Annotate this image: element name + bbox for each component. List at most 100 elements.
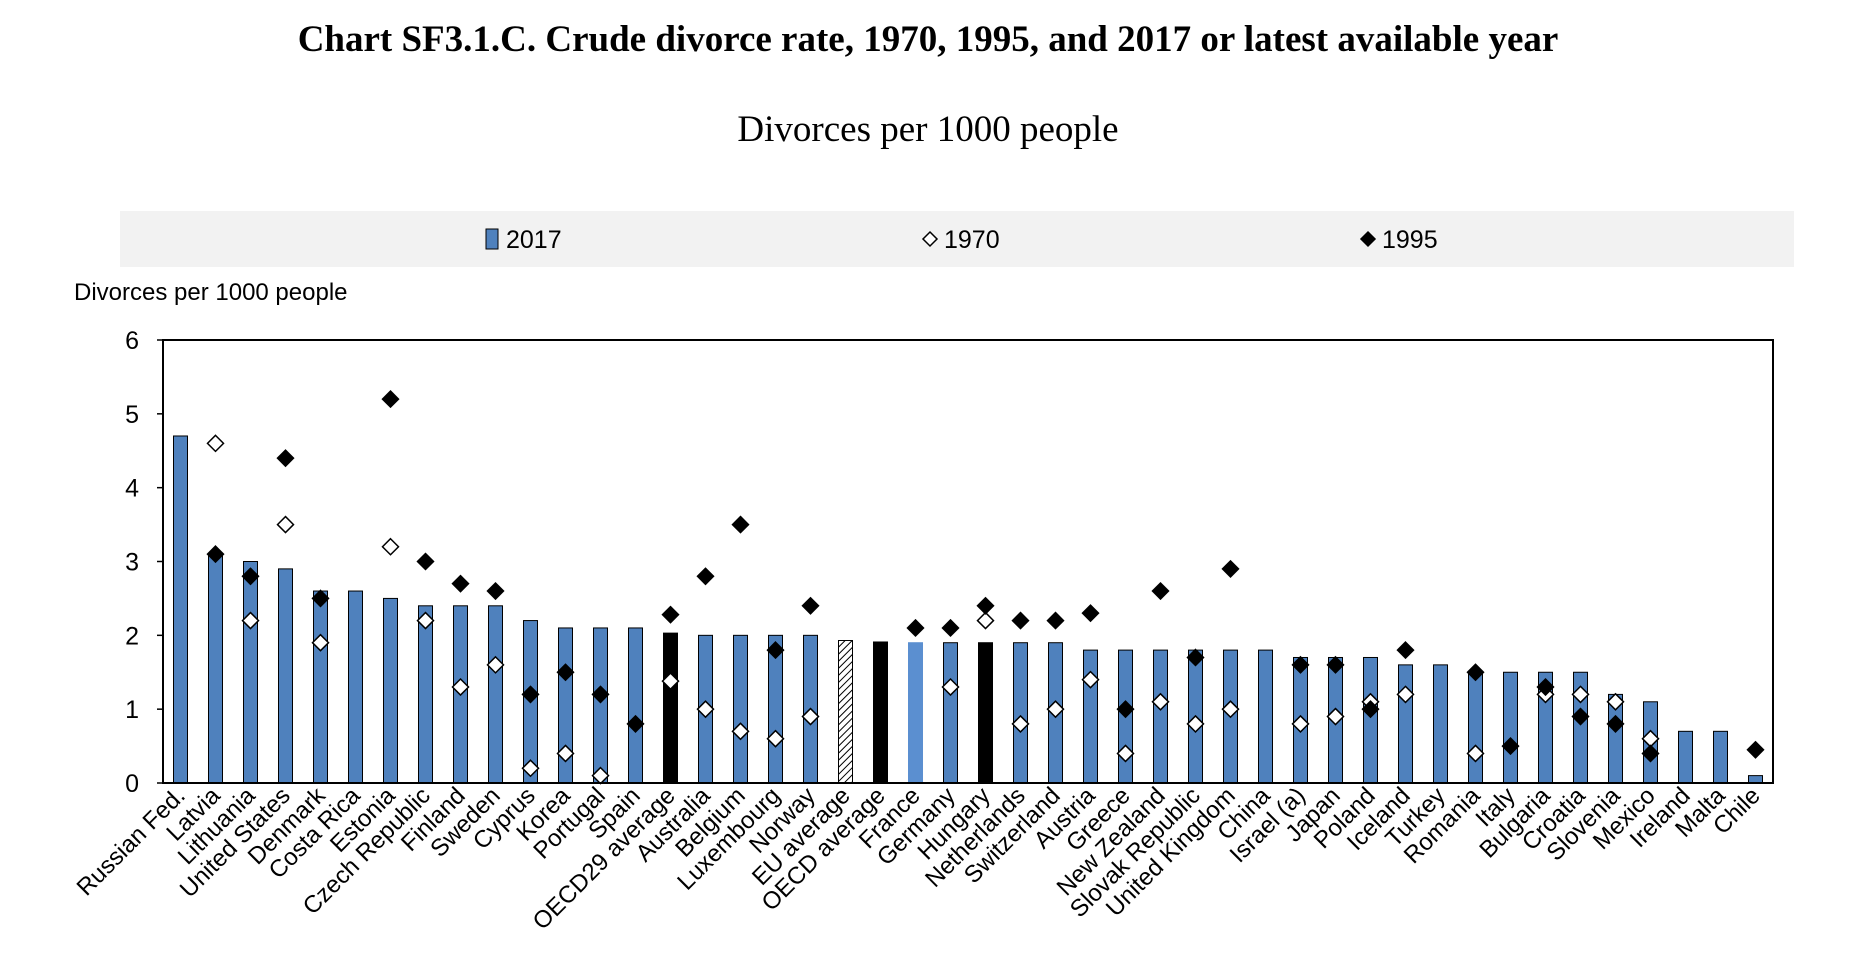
markers-1970 [206, 434, 1660, 785]
marker-1995 [731, 515, 750, 534]
marker-1970 [1011, 714, 1030, 733]
marker-1970 [451, 677, 470, 697]
bar [1363, 656, 1378, 784]
bar [1013, 642, 1028, 784]
bar [908, 642, 923, 784]
marker-1995 [696, 567, 715, 586]
marker-1970 [1116, 744, 1135, 763]
bar [208, 553, 223, 784]
marker-1995 [381, 390, 400, 409]
marker-1995 [486, 581, 505, 601]
marker-1970 [521, 759, 540, 778]
marker-1970 [381, 537, 400, 556]
marker-1995 [276, 449, 295, 468]
plot-area-frame [162, 339, 1774, 784]
marker-1995 [416, 552, 435, 571]
marker-1995 [1396, 641, 1415, 660]
marker-1970 [941, 677, 960, 697]
marker-1995 [311, 589, 330, 608]
bar [243, 561, 258, 784]
marker-1970 [276, 515, 295, 534]
marker-1995 [241, 567, 260, 586]
bar [278, 568, 293, 784]
marker-1995 [556, 663, 575, 682]
marker-1995 [1641, 744, 1660, 763]
bar [1398, 664, 1413, 784]
legend-background [120, 211, 1794, 267]
bar [1713, 730, 1728, 784]
y-tick-label: 3 [125, 549, 139, 577]
y-tick-label: 0 [125, 770, 139, 798]
y-tick-label: 1 [125, 696, 139, 724]
marker-1970 [241, 611, 260, 630]
marker-1970 [976, 611, 995, 630]
bar [418, 605, 433, 784]
marker-1995 [801, 596, 820, 615]
markers-1995 [206, 390, 1765, 763]
bar [173, 435, 188, 784]
marker-1970 [1186, 714, 1205, 733]
marker-1995 [206, 545, 225, 564]
marker-1995 [1326, 655, 1345, 674]
legend-label: 1995 [1382, 226, 1438, 254]
legend-bar-swatch [485, 228, 499, 250]
bar [1468, 671, 1483, 784]
marker-1970 [486, 655, 505, 674]
marker-1995 [521, 685, 540, 704]
marker-1995 [1151, 581, 1170, 601]
bar [1083, 649, 1098, 784]
legend-label: 1970 [944, 226, 1000, 254]
marker-1995 [1361, 700, 1380, 719]
marker-1995 [766, 641, 785, 660]
legend-filled-diamond-icon [1359, 230, 1377, 248]
marker-1995 [976, 596, 995, 615]
bar [488, 605, 503, 784]
marker-1995 [1046, 611, 1065, 630]
legend-label: 2017 [506, 226, 562, 254]
marker-1995 [1746, 740, 1765, 759]
marker-1970 [416, 611, 435, 630]
marker-1995 [1466, 663, 1485, 682]
marker-1970 [801, 707, 820, 726]
bar [943, 642, 958, 784]
marker-1970 [556, 744, 575, 763]
bar [1678, 730, 1693, 784]
marker-1995 [1011, 611, 1030, 630]
y-axis: 0 1 2 3 4 5 6 [125, 327, 163, 798]
y-tick-label: 5 [125, 401, 139, 429]
chart-title: Chart SF3.1.C. Crude divorce rate, 1970,… [297, 19, 1559, 60]
bar [1503, 671, 1518, 784]
marker-1970 [1606, 692, 1625, 711]
x-tick-label: Russian Fed. [72, 782, 191, 901]
marker-1970 [1396, 685, 1415, 704]
marker-1970 [661, 672, 680, 691]
marker-1970 [1221, 700, 1240, 719]
marker-1995 [626, 714, 645, 733]
marker-1995 [1081, 604, 1100, 623]
bar [978, 642, 993, 784]
bar [733, 634, 748, 784]
bar [1153, 649, 1168, 784]
bar [628, 627, 643, 784]
marker-1995 [1501, 737, 1520, 756]
bar [1748, 775, 1763, 784]
marker-1995 [1221, 559, 1240, 578]
marker-1970 [1151, 692, 1170, 711]
marker-1995 [906, 618, 925, 638]
bar [383, 597, 398, 784]
marker-1970 [1291, 714, 1310, 733]
marker-1995 [1116, 700, 1135, 719]
marker-1970 [311, 633, 330, 652]
marker-1995 [1536, 677, 1555, 697]
marker-1995 [1571, 707, 1590, 726]
y-tick-label: 2 [125, 622, 139, 650]
marker-1970 [1571, 685, 1590, 704]
marker-1970 [1466, 744, 1485, 763]
legend-open-diamond-icon [921, 230, 939, 248]
bars [173, 435, 1763, 784]
marker-1995 [941, 618, 960, 638]
bar [313, 590, 328, 784]
legend: 2017 1970 1995 [485, 226, 1438, 254]
